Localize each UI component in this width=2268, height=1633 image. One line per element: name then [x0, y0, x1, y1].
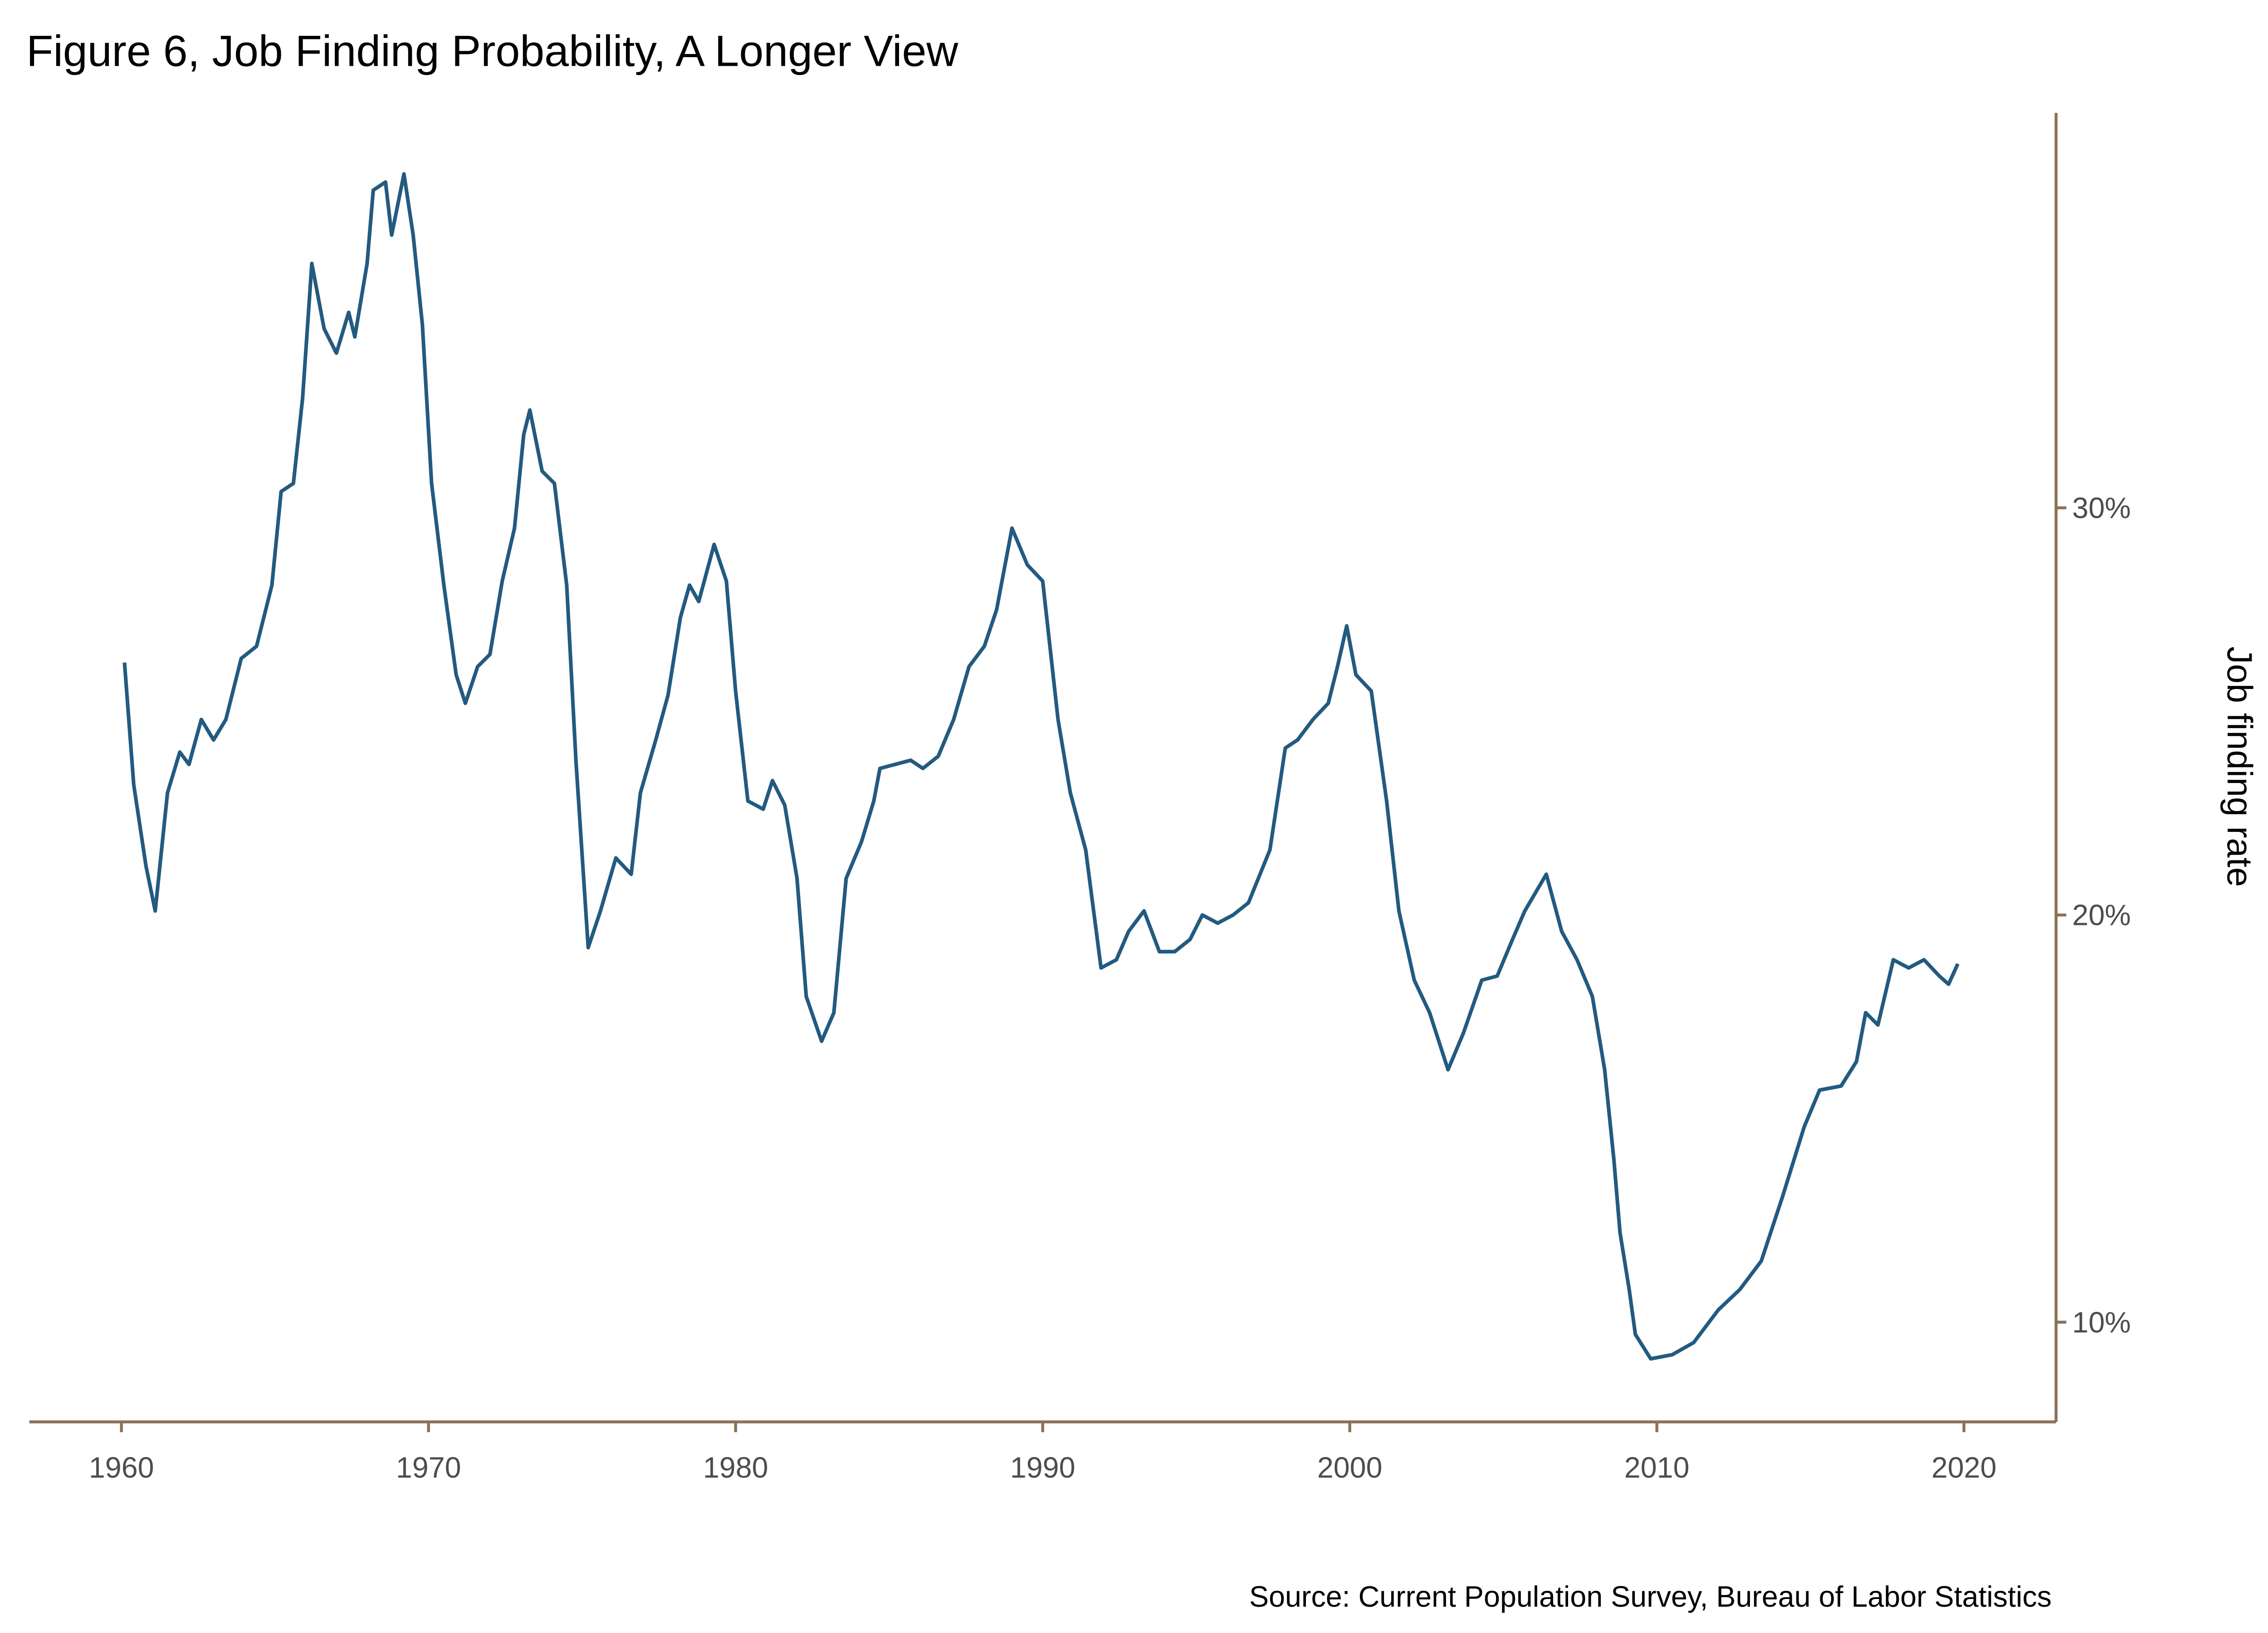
- x-tick-label: 2010: [1624, 1451, 1690, 1484]
- x-tick-label: 1960: [89, 1451, 154, 1484]
- x-tick-label: 2000: [1317, 1451, 1383, 1484]
- y-tick-label: 10%: [2072, 1306, 2131, 1339]
- y-tick-label: 30%: [2072, 492, 2131, 524]
- x-tick-label: 1980: [703, 1451, 768, 1484]
- chart-title: Figure 6, Job Finding Probability, A Lon…: [26, 26, 958, 75]
- x-tick-label: 1970: [396, 1451, 461, 1484]
- y-tick-label: 20%: [2072, 899, 2131, 932]
- caption: Source: Current Population Survey, Burea…: [1249, 1580, 2052, 1613]
- y-axis-label: Job finding rate: [2220, 646, 2259, 887]
- x-tick-label: 2020: [1931, 1451, 1997, 1484]
- data-line: [122, 172, 1960, 1361]
- x-tick-label: 1990: [1010, 1451, 1075, 1484]
